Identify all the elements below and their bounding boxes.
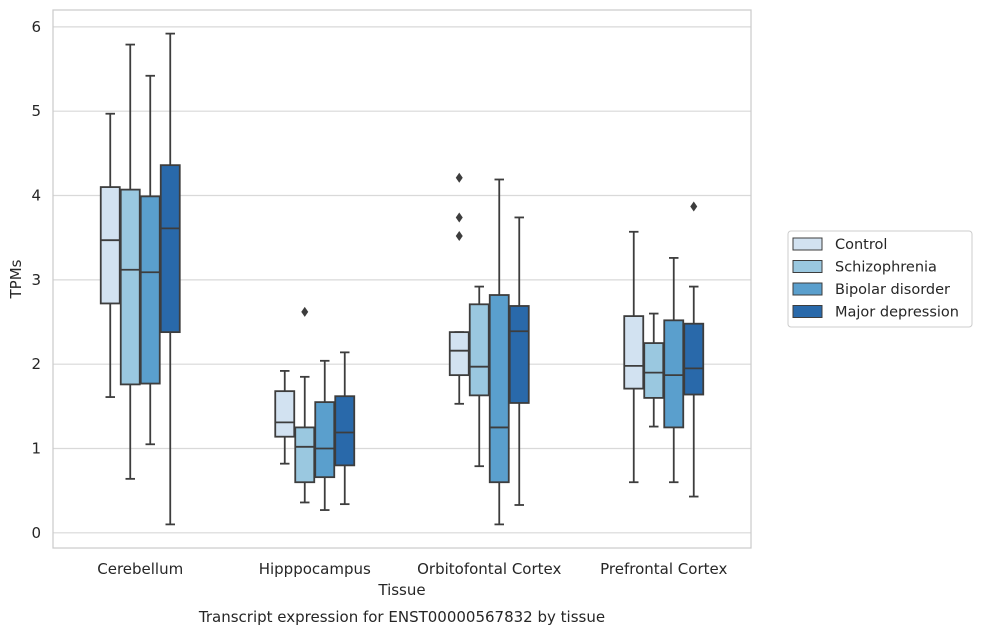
outlier-point bbox=[455, 172, 463, 183]
box-3-3 bbox=[683, 201, 705, 498]
legend-swatch bbox=[792, 305, 823, 318]
outlier-point bbox=[455, 230, 463, 241]
box-iqr bbox=[99, 186, 121, 305]
legend-frame bbox=[787, 230, 973, 328]
y-tick-label: 1 bbox=[31, 439, 41, 457]
box-2-3 bbox=[508, 216, 530, 506]
box-iqr bbox=[683, 322, 705, 396]
box-plots bbox=[99, 32, 705, 526]
legend-entry: Schizophrenia bbox=[835, 260, 937, 276]
box-iqr bbox=[334, 395, 356, 467]
box-1-1 bbox=[294, 306, 316, 504]
legend-entry: Major depression bbox=[835, 305, 959, 321]
y-axis-ticks: 0 1 2 3 4 5 6 bbox=[31, 18, 41, 542]
legend-swatch bbox=[792, 237, 823, 251]
legend-entry: Bipolar disorder bbox=[835, 282, 950, 298]
box-iqr bbox=[314, 401, 336, 479]
box-iqr bbox=[159, 164, 181, 334]
x-tick-label: Hipppocampus bbox=[259, 560, 371, 578]
box-iqr bbox=[643, 342, 665, 399]
y-axis-label: TPMs bbox=[7, 259, 25, 299]
y-tick-label: 3 bbox=[31, 271, 41, 289]
plot-frame bbox=[52, 9, 752, 549]
y-tick-label: 5 bbox=[31, 102, 41, 120]
box-iqr bbox=[294, 426, 316, 484]
legend-swatch bbox=[792, 260, 823, 273]
box-iqr bbox=[623, 315, 645, 390]
box-3-0 bbox=[623, 230, 645, 484]
outlier-point bbox=[455, 212, 463, 223]
y-tick-label: 2 bbox=[31, 355, 41, 373]
box-iqr bbox=[119, 188, 141, 386]
y-tick-label: 6 bbox=[31, 18, 41, 36]
box-0-3 bbox=[159, 32, 181, 526]
x-tick-label: Cerebellum bbox=[97, 560, 183, 578]
legend-swatch bbox=[792, 282, 823, 296]
box-0-0 bbox=[99, 112, 121, 398]
box-3-2 bbox=[663, 257, 685, 484]
box-2-0 bbox=[448, 172, 470, 405]
x-tick-label: Orbitofontal Cortex bbox=[417, 560, 561, 578]
y-tick-label: 4 bbox=[31, 187, 41, 205]
box-2-2 bbox=[488, 178, 510, 526]
box-0-1 bbox=[119, 43, 141, 480]
x-axis-label: Tissue bbox=[377, 581, 425, 599]
box-iqr bbox=[488, 294, 510, 484]
x-tick-label: Prefrontal Cortex bbox=[600, 560, 727, 578]
outlier-point bbox=[301, 306, 309, 317]
box-iqr bbox=[508, 305, 530, 404]
box-3-1 bbox=[643, 312, 665, 428]
y-tick-label: 0 bbox=[31, 524, 41, 542]
box-iqr bbox=[139, 195, 161, 385]
outlier-point bbox=[690, 201, 698, 212]
x-axis-ticks: Cerebellum Hipppocampus Orbitofontal Corte… bbox=[97, 560, 727, 578]
box-iqr bbox=[663, 319, 685, 429]
box-iqr bbox=[468, 303, 490, 397]
box-1-2 bbox=[314, 359, 336, 511]
box-1-3 bbox=[334, 351, 356, 506]
legend: Control Schizophrenia Bipolar disorder Majo… bbox=[787, 230, 973, 328]
box-2-1 bbox=[468, 285, 490, 468]
box-1-0 bbox=[274, 370, 296, 465]
legend-entry: Control bbox=[835, 237, 887, 253]
chart-caption: Transcript expression for ENST0000056783… bbox=[198, 608, 605, 626]
box-iqr bbox=[274, 390, 296, 438]
box-iqr bbox=[448, 331, 470, 377]
box-0-2 bbox=[139, 74, 161, 446]
